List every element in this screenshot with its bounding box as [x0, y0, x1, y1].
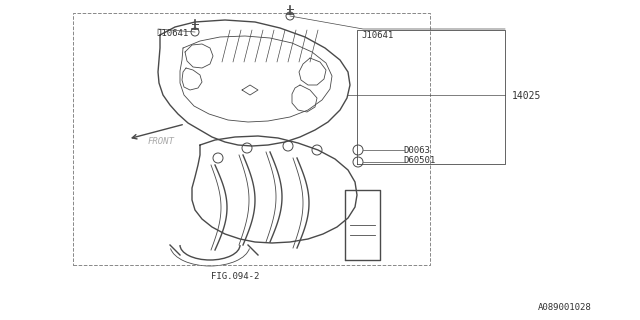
Text: J10641: J10641 — [157, 29, 189, 38]
Text: D60501: D60501 — [403, 156, 435, 165]
Text: FRONT: FRONT — [147, 137, 174, 146]
Text: A089001028: A089001028 — [538, 303, 591, 312]
Text: J10641: J10641 — [362, 31, 394, 40]
Text: FIG.094-2: FIG.094-2 — [211, 272, 260, 281]
Text: D0063: D0063 — [403, 146, 430, 155]
Text: 14025: 14025 — [512, 91, 541, 101]
